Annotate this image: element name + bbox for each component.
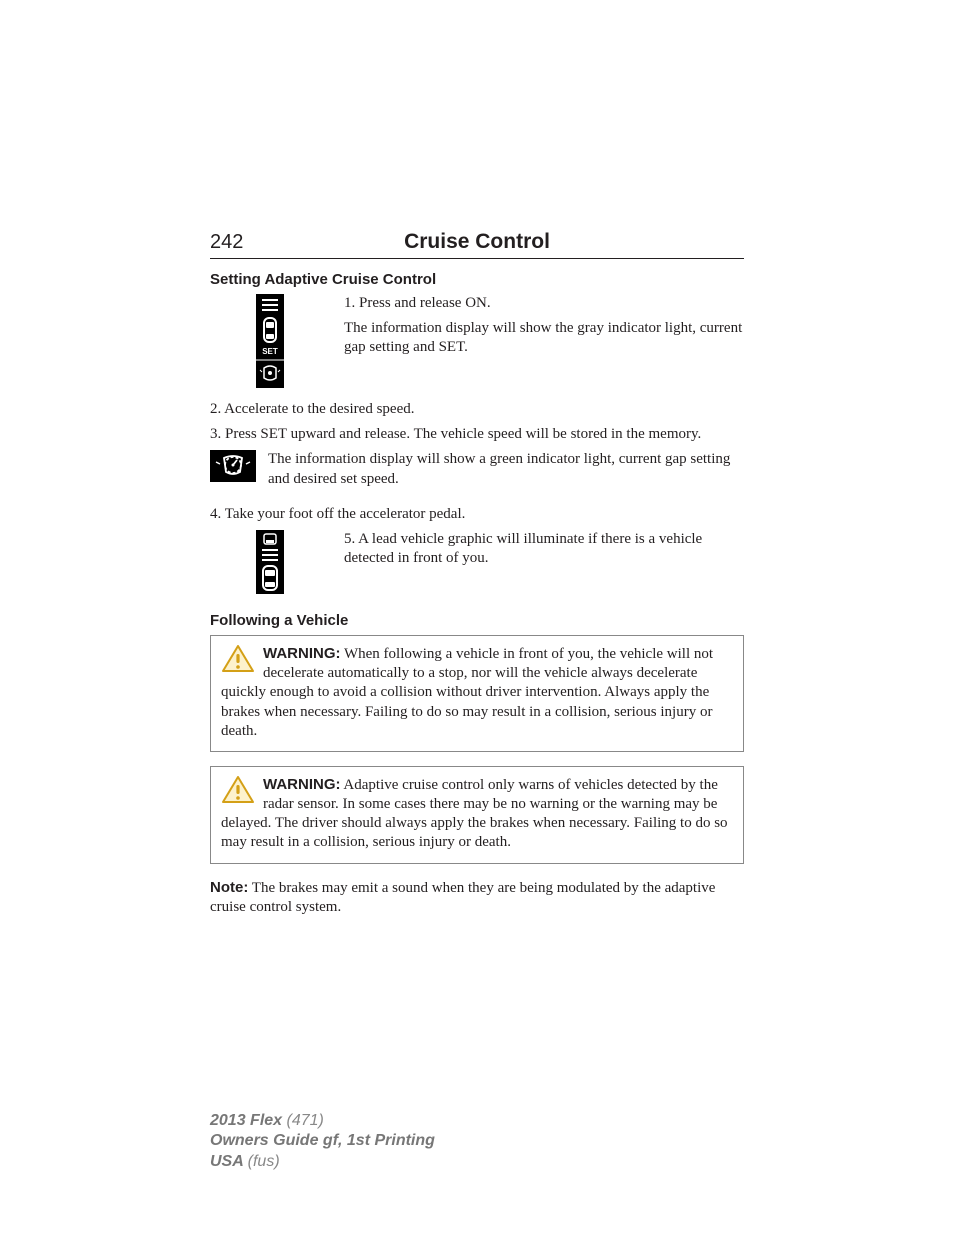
svg-text:SET: SET — [262, 347, 278, 356]
step1-text: 1. Press and release ON. — [344, 294, 744, 313]
section-heading-setting: Setting Adaptive Cruise Control — [210, 271, 744, 288]
page-footer: 2013 Flex (471) Owners Guide gf, 1st Pri… — [210, 1111, 435, 1173]
warning-box-2: WARNING: Adaptive cruise control only wa… — [210, 766, 744, 864]
step2-text: 2. Accelerate to the desired speed. — [210, 400, 744, 419]
section-heading-following: Following a Vehicle — [210, 612, 744, 629]
footer-line-1: 2013 Flex (471) — [210, 1111, 435, 1132]
step1-desc: The information display will show the gr… — [344, 319, 744, 357]
warning-1-text: WARNING: When following a vehicle in fro… — [221, 646, 713, 739]
page-title: Cruise Control — [320, 230, 744, 254]
step5-text: 5. A lead vehicle graphic will illuminat… — [344, 530, 744, 568]
note-text: Note: The brakes may emit a sound when t… — [210, 878, 744, 917]
footer-region: USA — [210, 1153, 248, 1170]
footer-line-3: USA (fus) — [210, 1152, 435, 1173]
step1-row: SET 1. Press and release ON. The informa… — [210, 294, 744, 388]
note-label: Note: — [210, 879, 248, 896]
page-header: 242 Cruise Control — [210, 230, 744, 259]
cruise-display-icon: SET — [210, 294, 330, 388]
footer-region-code: (fus) — [248, 1153, 280, 1170]
footer-code: (471) — [287, 1112, 324, 1129]
warning-1-label: WARNING: — [263, 645, 341, 662]
warning-box-1: WARNING: When following a vehicle in fro… — [210, 635, 744, 752]
warning-triangle-icon — [221, 644, 255, 674]
step3-text: 3. Press SET upward and release. The veh… — [210, 425, 744, 444]
footer-model: 2013 Flex — [210, 1112, 287, 1129]
lead-vehicle-icon — [210, 530, 330, 594]
warning-2-label: WARNING: — [263, 776, 341, 793]
warning-2-text: WARNING: Adaptive cruise control only wa… — [221, 777, 728, 851]
step5-row: 5. A lead vehicle graphic will illuminat… — [210, 530, 744, 594]
page-number: 242 — [210, 231, 320, 254]
warning-triangle-icon — [221, 775, 255, 805]
footer-line-2: Owners Guide gf, 1st Printing — [210, 1131, 435, 1152]
step3-desc-row: The information display will show a gree… — [210, 450, 744, 494]
document-page: 242 Cruise Control Setting Adaptive Crui… — [0, 0, 954, 1235]
cruise-indicator-icon — [210, 450, 256, 482]
step4-text: 4. Take your foot off the accelerator pe… — [210, 505, 744, 524]
note-body: The brakes may emit a sound when they ar… — [210, 880, 715, 915]
step3-desc: The information display will show a gree… — [268, 450, 744, 488]
